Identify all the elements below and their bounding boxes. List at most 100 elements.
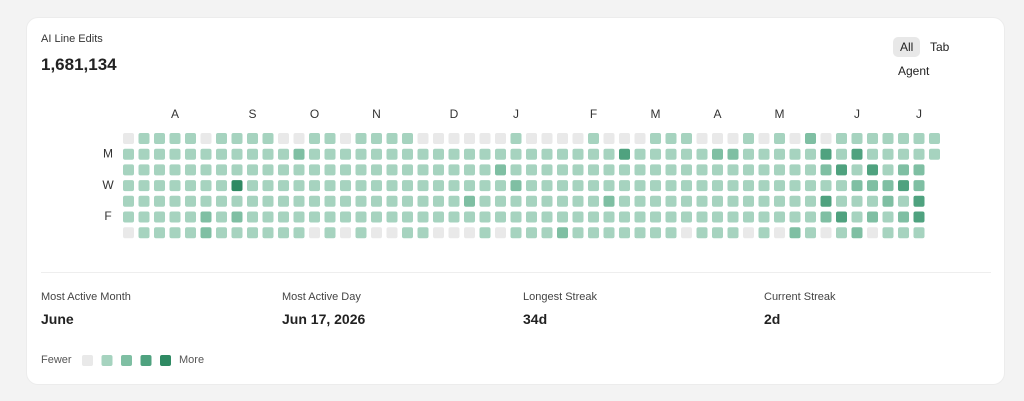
day-label: M xyxy=(103,146,113,160)
cell xyxy=(743,148,754,160)
cell xyxy=(495,195,506,207)
cell xyxy=(185,148,196,160)
cell xyxy=(495,133,506,144)
cell xyxy=(138,148,150,160)
cell xyxy=(324,195,336,207)
cell xyxy=(650,227,661,239)
cell xyxy=(541,148,553,160)
cell xyxy=(138,211,150,223)
cell xyxy=(789,211,801,223)
cell xyxy=(247,180,258,192)
cell xyxy=(386,133,398,144)
cell xyxy=(619,227,630,239)
tab[interactable]: Agent xyxy=(898,64,930,78)
cell xyxy=(464,180,475,192)
cell xyxy=(789,195,801,207)
cell xyxy=(479,148,491,160)
cell xyxy=(650,195,661,207)
cell xyxy=(650,148,661,160)
cell xyxy=(293,195,305,207)
cell xyxy=(231,148,243,160)
cell xyxy=(805,164,816,176)
cell xyxy=(696,195,708,207)
month-label: J xyxy=(854,107,860,121)
cell xyxy=(262,164,274,176)
cell xyxy=(851,195,863,207)
cell xyxy=(247,227,258,239)
cell xyxy=(789,227,801,239)
cell xyxy=(262,211,274,223)
cell xyxy=(588,164,599,176)
cell xyxy=(541,195,553,207)
cell xyxy=(820,180,832,192)
cell xyxy=(123,195,134,207)
cell xyxy=(324,180,336,192)
cell xyxy=(495,211,506,223)
cell xyxy=(898,180,909,192)
cell xyxy=(913,133,925,144)
month-label: M xyxy=(651,107,661,121)
cell xyxy=(867,195,878,207)
cell xyxy=(634,211,646,223)
cell xyxy=(681,133,692,144)
month-label: M xyxy=(775,107,785,121)
cell xyxy=(123,227,134,239)
cell xyxy=(448,164,460,176)
cell xyxy=(882,211,894,223)
cell xyxy=(293,211,305,223)
cell xyxy=(371,180,382,192)
cell xyxy=(371,164,382,176)
cell xyxy=(169,227,181,239)
cell xyxy=(262,180,274,192)
cell xyxy=(417,148,429,160)
cell xyxy=(572,211,584,223)
cell xyxy=(913,148,925,160)
cell xyxy=(495,227,506,239)
cell xyxy=(231,133,243,144)
divider xyxy=(41,272,991,273)
cell xyxy=(510,164,522,176)
cell xyxy=(417,133,429,144)
cell xyxy=(727,180,739,192)
cell xyxy=(572,227,584,239)
cell xyxy=(603,164,615,176)
day-label: F xyxy=(104,209,111,223)
cell xyxy=(867,164,878,176)
cell xyxy=(696,148,708,160)
cell xyxy=(820,164,832,176)
cell xyxy=(231,211,243,223)
cell xyxy=(774,195,785,207)
cell xyxy=(665,227,677,239)
cell xyxy=(247,133,258,144)
cell xyxy=(727,133,739,144)
cell xyxy=(386,180,398,192)
cell xyxy=(123,148,134,160)
cell xyxy=(603,133,615,144)
cell xyxy=(913,211,925,223)
cell xyxy=(572,180,584,192)
cell xyxy=(650,164,661,176)
cell xyxy=(758,180,770,192)
cell xyxy=(805,195,816,207)
tab[interactable]: Tab xyxy=(930,40,950,54)
cell xyxy=(665,133,677,144)
cell xyxy=(402,211,413,223)
cell xyxy=(634,164,646,176)
cell xyxy=(216,164,227,176)
cell xyxy=(479,195,491,207)
cell xyxy=(758,148,770,160)
cell xyxy=(386,164,398,176)
cell xyxy=(696,164,708,176)
cell xyxy=(324,164,336,176)
tab[interactable]: All xyxy=(893,37,921,57)
cell xyxy=(929,148,940,160)
cell xyxy=(696,133,708,144)
cell xyxy=(851,148,863,160)
cell xyxy=(138,227,150,239)
cell xyxy=(526,164,537,176)
cell xyxy=(805,148,816,160)
cell xyxy=(417,195,429,207)
month-label: J xyxy=(916,107,922,121)
cell xyxy=(882,195,894,207)
cell xyxy=(154,164,165,176)
